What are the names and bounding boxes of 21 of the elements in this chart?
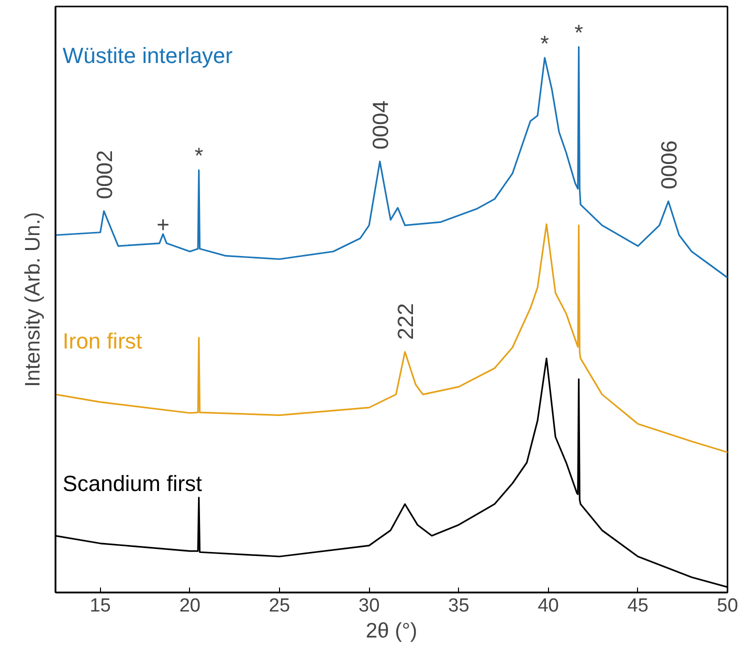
x-tick-label: 40 — [538, 596, 559, 616]
x-axis-title: 2θ (°) — [366, 620, 418, 642]
annotation: 0002 — [92, 150, 117, 200]
y-axis-title: Intensity (Arb. Un.) — [22, 212, 44, 388]
x-tick-label: 25 — [268, 596, 290, 616]
annotation: 222 — [392, 303, 418, 340]
annotation: 0004 — [368, 100, 393, 150]
series-label: Scandium first — [62, 470, 202, 496]
annotation: * — [574, 20, 584, 45]
text: Wüstite interlayer — [62, 43, 233, 68]
x-tick-label: 30 — [358, 596, 380, 616]
annotation: + — [156, 212, 170, 238]
x-tick-label: 15 — [90, 596, 111, 616]
x-tick-label: 35 — [448, 596, 470, 616]
x-tick-label: 20 — [179, 596, 200, 616]
annotation: 0006 — [656, 140, 682, 190]
annotation: * — [194, 143, 204, 168]
series-label: Iron first — [62, 328, 142, 354]
x-tick-label: 50 — [716, 596, 738, 616]
x-tick-label: 45 — [627, 596, 648, 616]
annotation: * — [540, 30, 550, 56]
